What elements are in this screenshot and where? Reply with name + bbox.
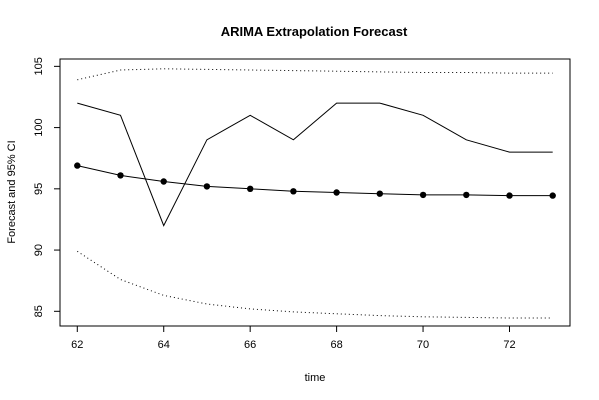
actual-line xyxy=(77,102,553,227)
chart-title: ARIMA Extrapolation Forecast xyxy=(221,24,408,39)
forecast-point xyxy=(290,188,297,195)
forecast-point xyxy=(549,192,556,199)
forecast-point xyxy=(160,178,167,185)
x-tick-label: 70 xyxy=(417,339,429,351)
forecast-point xyxy=(247,185,254,192)
x-tick-label: 68 xyxy=(330,339,342,351)
forecast-point xyxy=(203,183,211,190)
x-tick-label: 62 xyxy=(71,339,83,351)
y-axis: 85 90 95 100 105 xyxy=(33,57,60,317)
forecast-point xyxy=(74,162,81,169)
lower-95-line xyxy=(77,250,553,319)
y-tick-label: 100 xyxy=(33,118,45,136)
y-axis-label: Forecast and 95% CI xyxy=(6,140,18,243)
x-tick-label: 64 xyxy=(158,339,170,351)
y-tick-label: 95 xyxy=(33,183,45,195)
forecast-point xyxy=(506,192,513,199)
forecast-point xyxy=(419,191,427,199)
x-tick-label: 72 xyxy=(503,339,515,351)
forecast-point xyxy=(333,189,340,196)
x-axis-label: time xyxy=(305,372,326,384)
x-tick-label: 66 xyxy=(244,339,256,351)
x-axis: 62 64 66 68 70 72 xyxy=(71,326,516,351)
y-tick-label: 90 xyxy=(33,244,45,256)
y-tick-label: 85 xyxy=(33,305,45,317)
y-tick-label: 105 xyxy=(33,57,45,75)
upper-95-line xyxy=(77,68,553,81)
forecast-point xyxy=(117,172,124,179)
forecast-point xyxy=(463,191,470,199)
forecast-point xyxy=(376,190,383,197)
series-layer xyxy=(74,68,556,319)
plot-frame xyxy=(59,58,571,327)
forecast-line xyxy=(77,165,553,197)
